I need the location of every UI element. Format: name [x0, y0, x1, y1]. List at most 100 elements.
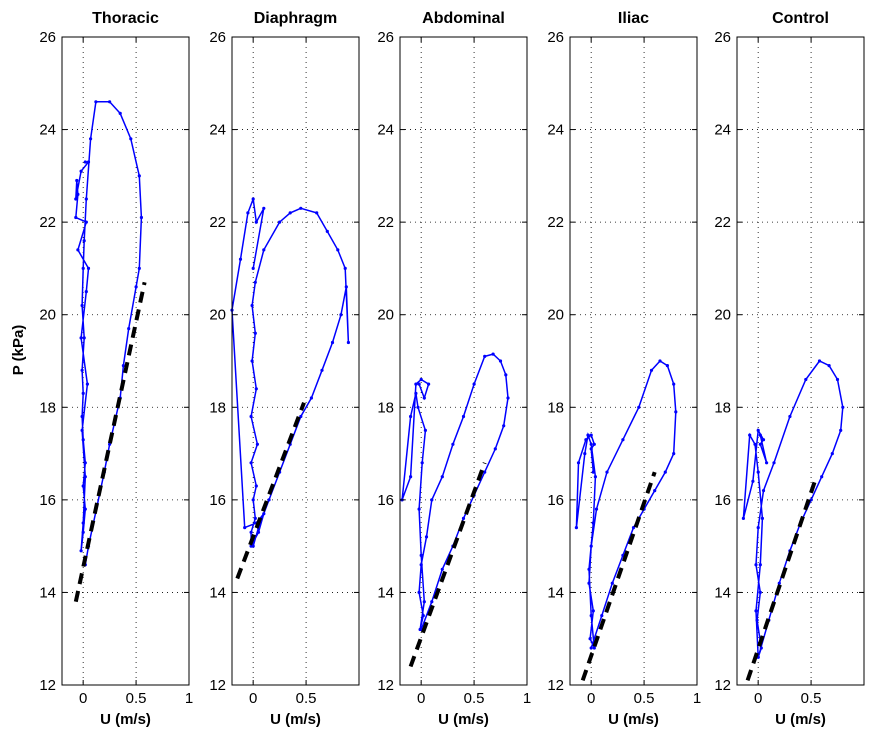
data-point — [418, 627, 422, 632]
y-tick-label: 20 — [209, 307, 226, 324]
x-tick-label: 0.5 — [126, 690, 147, 707]
panel-diaphragm: 0 0.5 12 14 16 18 20 22 24 26 Diaphragm U (m/s) — [209, 10, 360, 728]
data-point — [755, 618, 759, 622]
data-point — [339, 313, 343, 317]
data-point — [589, 442, 593, 446]
data-point — [253, 331, 257, 335]
y-tick-label: 14 — [209, 584, 226, 601]
data-point — [118, 111, 122, 115]
data-point — [238, 257, 243, 261]
data-point — [243, 526, 247, 530]
y-tick-label: 12 — [39, 677, 56, 694]
data-point — [86, 266, 91, 270]
data-point — [504, 373, 508, 377]
y-tick-label: 26 — [714, 29, 731, 46]
data-point — [253, 516, 257, 521]
data-point — [83, 461, 87, 465]
data-point — [610, 581, 614, 585]
data-point — [754, 563, 758, 567]
data-point — [423, 428, 427, 432]
pressure-velocity-loop — [575, 360, 677, 649]
data-point — [84, 220, 88, 224]
data-point — [253, 280, 257, 284]
data-point — [658, 359, 662, 363]
data-point — [414, 391, 418, 395]
data-point — [84, 290, 88, 294]
axes-box — [61, 36, 190, 686]
data-point — [493, 447, 497, 451]
panel-control: 0 0.5 12 14 16 18 20 22 24 26 Control U (m/s) — [714, 10, 865, 728]
y-tick-label: 24 — [377, 122, 394, 139]
data-point — [591, 470, 595, 474]
data-point — [81, 484, 85, 488]
y-tick-label: 14 — [377, 584, 394, 601]
y-tick-label: 22 — [39, 214, 56, 231]
data-point — [75, 178, 79, 183]
data-point — [416, 405, 420, 409]
panel-iliac: 0 0.5 1 12 14 16 18 20 22 24 26 Iliac U (m/s) — [547, 10, 701, 728]
reference-dashed-line — [580, 471, 657, 682]
data-point — [600, 614, 604, 618]
y-tick-label: 22 — [377, 214, 394, 231]
data-point — [129, 137, 133, 141]
data-point — [246, 211, 250, 215]
data-point — [251, 197, 255, 201]
data-point — [422, 600, 426, 604]
data-point — [421, 614, 425, 618]
data-point — [593, 475, 598, 479]
x-axis-label: U (m/s) — [775, 711, 826, 728]
data-point — [108, 442, 112, 446]
x-tick-label: 0 — [249, 690, 257, 707]
y-tick-label: 14 — [547, 584, 564, 601]
data-point — [79, 549, 83, 553]
reference-dashed-line — [235, 401, 306, 580]
y-tick-label: 16 — [39, 492, 56, 509]
x-tick-label: 1 — [185, 690, 193, 707]
data-point — [589, 544, 593, 548]
data-point — [587, 567, 591, 571]
data-point — [85, 382, 89, 386]
data-point — [761, 489, 766, 493]
data-point — [84, 197, 88, 201]
y-tick-label: 20 — [714, 307, 731, 324]
data-point — [589, 447, 593, 451]
data-point — [343, 266, 347, 270]
data-point — [591, 609, 595, 613]
data-point — [817, 359, 822, 363]
data-point — [80, 368, 84, 372]
x-tick-label: 1 — [523, 690, 531, 707]
data-point — [81, 521, 85, 525]
data-point — [254, 387, 258, 391]
data-point — [76, 248, 80, 252]
y-tick-label: 12 — [547, 677, 564, 694]
data-point — [827, 364, 831, 368]
data-point — [502, 424, 506, 428]
data-point — [592, 646, 596, 650]
data-point — [756, 470, 760, 474]
data-point — [325, 229, 329, 233]
y-tick-label: 18 — [547, 399, 564, 416]
y-tick-label: 18 — [714, 399, 731, 416]
data-point — [758, 590, 762, 595]
data-point — [804, 377, 808, 382]
data-point — [288, 211, 292, 215]
y-tick-label: 14 — [39, 584, 56, 601]
data-point — [320, 368, 324, 372]
data-point — [440, 567, 444, 571]
data-point — [81, 391, 85, 395]
data-point — [461, 516, 466, 521]
data-point — [788, 414, 792, 419]
x-tick-label: 0 — [754, 690, 762, 707]
data-point — [665, 364, 670, 368]
data-point — [430, 498, 434, 502]
y-tick-label: 22 — [209, 214, 226, 231]
data-point — [765, 461, 769, 465]
y-tick-label: 18 — [39, 399, 56, 416]
axes-box — [399, 36, 528, 686]
panel-abdominal: 0 0.5 1 12 14 16 18 20 22 24 26 Abdominal U (m/s) — [377, 10, 531, 728]
reference-dashed-line — [73, 281, 147, 603]
data-point — [754, 609, 758, 613]
data-point — [589, 614, 593, 618]
y-tick-label: 20 — [377, 307, 394, 324]
data-point — [427, 382, 431, 386]
